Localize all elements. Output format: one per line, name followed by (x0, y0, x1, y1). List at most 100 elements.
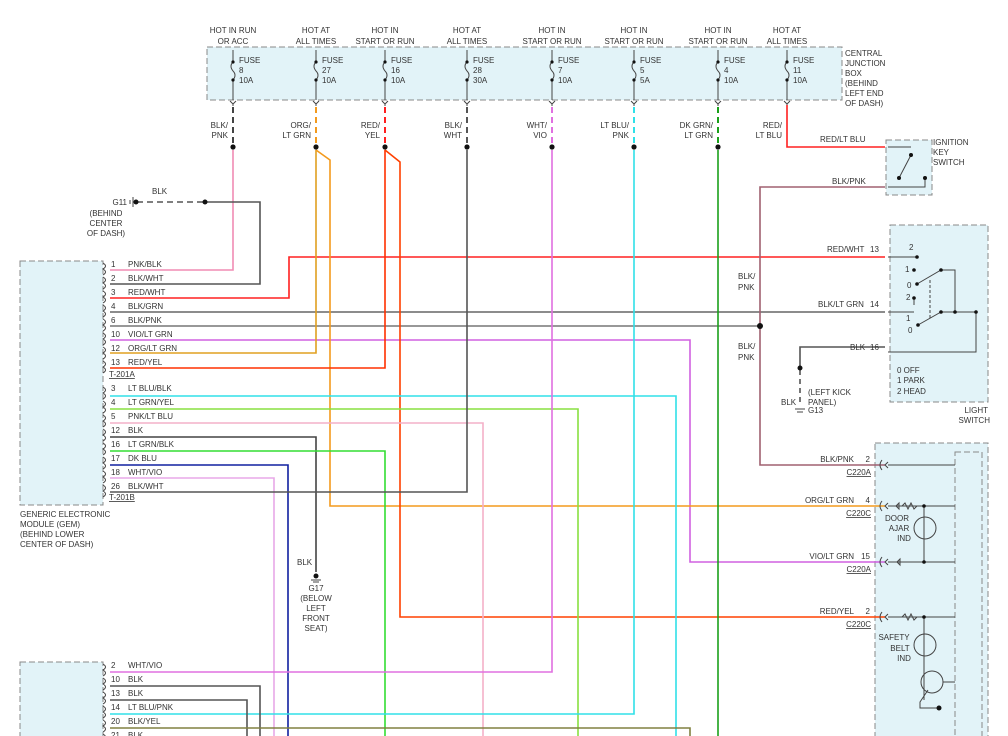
gem-pin-18: 18 WHT/VIO (102, 468, 162, 484)
door-ajar-label: DOOR (885, 514, 909, 523)
fuse-number: 8 (239, 66, 244, 75)
transistor-leads (919, 681, 955, 709)
light-switch-name: SWITCH (958, 416, 990, 425)
fuse-icon (312, 50, 320, 106)
ground-icon (129, 197, 134, 207)
junction-dot (922, 615, 926, 619)
fuse-terminal (465, 78, 469, 82)
gem-pin-16: 16 LT GRN/BLK (102, 440, 175, 456)
cluster-pin-number: 2 (866, 607, 871, 616)
fuse-power-status: ALL TIMES (296, 37, 336, 46)
fuse-rating: 10A (322, 76, 337, 85)
pin-wire-color: ORG/LT GRN (128, 344, 177, 353)
pin-number: 10 (111, 330, 120, 339)
fuse-icon (630, 50, 638, 106)
splice-dot (757, 323, 763, 329)
light-pin-wire: RED/WHT (827, 245, 864, 254)
fuse-icon (548, 50, 556, 106)
pin-wire-color: WHT/VIO (128, 661, 162, 670)
fuse-terminal (465, 60, 469, 64)
pin-number: 3 (111, 384, 116, 393)
connector-pin-icon (879, 459, 889, 471)
ignition-wire-out-label: BLK/PNK (832, 177, 866, 186)
fuse-label: FUSE (322, 56, 343, 65)
pin-wire-color: PNK/BLK (128, 260, 162, 269)
cluster-pin-wire: ORG/LT GRN (805, 496, 854, 505)
fuse-power-status: HOT AT (302, 26, 330, 35)
fuse-power-status: START OR RUN (688, 37, 747, 46)
cjb-label-line: OF DASH) (845, 99, 884, 108)
pin-number: 21 (111, 731, 120, 736)
fuse-rating: 10A (558, 76, 573, 85)
cjb-label-line: JUNCTION (845, 59, 886, 68)
ignition-wire-in-label: RED/LT BLU (820, 135, 866, 144)
ignition-name: SWITCH (933, 158, 965, 167)
cjb-label-line: CENTRAL (845, 49, 883, 58)
connector-pin-icon (102, 691, 106, 705)
gem-pin-3: 3 LT BLU/BLK (102, 384, 172, 400)
fuse-wire-color: BLK/ (445, 121, 463, 130)
pin-wire-color: WHT/VIO (128, 468, 162, 477)
fuse-power-status: HOT IN (705, 26, 732, 35)
connector-pin-icon (102, 414, 106, 428)
ground-icon (795, 408, 805, 413)
switch-position: 2 (909, 243, 914, 252)
gem-pin-2: 2 BLK/WHT (102, 274, 164, 290)
fuse-label: FUSE (558, 56, 579, 65)
pin-number: 4 (111, 398, 116, 407)
contact-dot (916, 323, 920, 327)
light-pin-wire: BLK (850, 343, 866, 352)
fuse-number: 7 (558, 66, 563, 75)
pin-wire-color: LT BLU/BLK (128, 384, 172, 393)
fuse-wire-color: DK GRN/ (680, 121, 714, 130)
connector-pin-icon (102, 663, 106, 677)
gem-pin-2: 2 WHT/VIO (102, 661, 162, 677)
fuse-icon (783, 50, 791, 106)
splice-label: BLK/ (738, 272, 756, 281)
cluster-connector-id: C220C (846, 509, 871, 518)
pin-wire-color: BLK (128, 731, 144, 736)
connector-pin-icon (102, 470, 106, 484)
safety-belt-label: BELT (890, 644, 910, 653)
fuse-terminal (716, 78, 720, 82)
g17-wire-label: BLK (297, 558, 313, 567)
g17-location: LEFT (306, 604, 326, 613)
connector-pin-icon (102, 428, 106, 442)
gem-name-line: CENTER OF DASH) (20, 540, 94, 549)
connector-t201b: T-201B (109, 493, 135, 502)
light-pin-wire: BLK/LT GRN (818, 300, 864, 309)
connector-pin-icon (102, 386, 106, 400)
splice-label: BLK/ (738, 342, 756, 351)
wire-red-wht (110, 256, 885, 299)
cjb-label-line: LEFT END (845, 89, 884, 98)
fuse-wire-color: LT GRN (684, 131, 713, 140)
fuse-power-status: HOT AT (453, 26, 481, 35)
gem-pin-10: 10 BLK (102, 675, 144, 691)
fuse-number: 27 (322, 66, 331, 75)
wire-red-yel (110, 150, 386, 369)
gem-module-lower (19, 661, 104, 736)
fuse-power-status: OR ACC (218, 37, 249, 46)
connector-pin-icon (879, 556, 889, 568)
wire-org-lt-grn (110, 150, 317, 354)
connector-pin-icon (102, 719, 106, 733)
fuse-wire-color: PNK (212, 131, 229, 140)
fuse-wire-color: VIO (533, 131, 547, 140)
splice-dot (715, 144, 721, 150)
switch-position: 0 (907, 281, 912, 290)
fuse-terminal (314, 60, 318, 64)
contact-dot (923, 176, 927, 180)
fuse-terminal (383, 78, 387, 82)
ignition-switch-contacts (888, 146, 926, 188)
fuse-power-status: HOT AT (773, 26, 801, 35)
wire-blk-g17 (110, 436, 317, 572)
gem-pin-3: 3 RED/WHT (102, 288, 165, 304)
wire-pnk-blk (110, 150, 234, 271)
connector-pin-icon (102, 705, 106, 719)
light-pin-number: 14 (870, 300, 879, 309)
